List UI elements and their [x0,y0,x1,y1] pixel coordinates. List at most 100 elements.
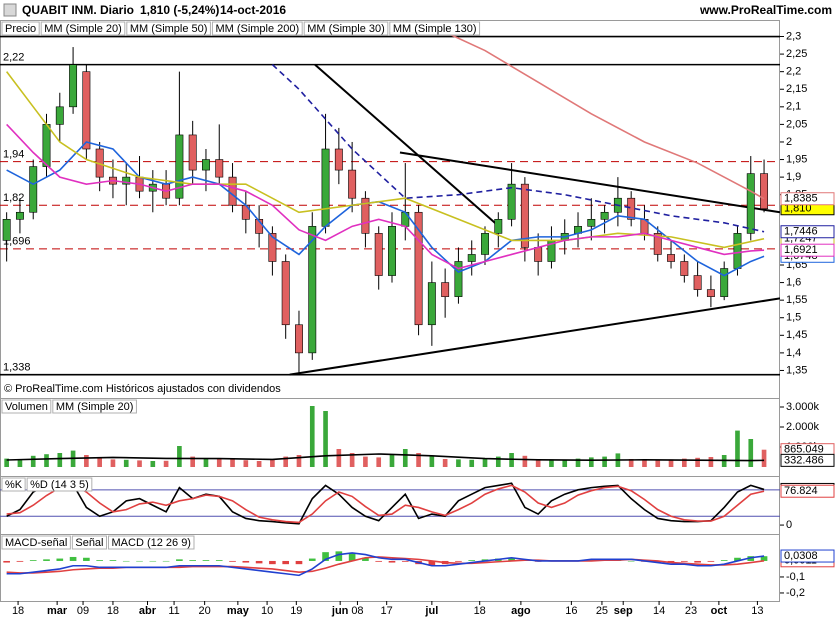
volume-bar [349,453,355,467]
legend-label: %D (14 3 5) [30,479,89,491]
volume-bar [456,459,461,467]
volume-bar [4,458,9,467]
x-tick-label: 14 [653,605,665,617]
volume-bar [575,458,581,467]
candle-body [667,254,675,262]
volume-bar [137,460,142,467]
legend-label: MACD (12 26 9) [112,537,191,549]
x-tick-label: jul [424,605,438,617]
volume-bar [203,459,209,467]
x-tick-label: 18 [474,605,486,617]
volume-bar [495,456,501,467]
value-tag: 332.486 [784,454,824,466]
histogram-bar [269,560,276,565]
x-tick-label: 11 [168,605,179,617]
volume-bar [84,455,89,467]
y-tick-label: 0 [786,519,792,531]
site: www.ProRealTime.com [699,3,832,17]
x-tick-label: jun [331,605,349,617]
legend-label: Volumen [5,401,48,413]
histogram-bar [3,560,10,563]
x-tick-label: 17 [381,605,393,617]
legend-label: MM (Simple 20) [56,401,134,413]
y-tick-label: 1,6 [786,276,801,288]
volume-bar [748,439,754,467]
candle-body [507,183,516,220]
x-tick-label: 09 [77,605,89,617]
volume-bar [17,459,23,467]
candle-body [188,134,197,171]
volume-bar [668,459,674,467]
candle-body [361,197,370,234]
volume-bar [628,459,634,467]
volume-bar [642,459,647,467]
histogram-bar [694,560,701,563]
legend-box [126,21,211,36]
candle-body [494,219,503,234]
legend-label: %K [5,479,23,491]
volume-bar [535,459,541,467]
x-tick-label: 10 [261,605,273,617]
legend-box [389,21,481,36]
histogram-bar [56,558,64,561]
volume-bar [695,457,700,467]
candle-body [627,197,636,220]
volume-bar [708,457,714,467]
legend-label: MM (Simple 30) [307,23,385,35]
histogram-bar [388,560,396,563]
value-tag-box [780,243,835,257]
series-line [6,123,765,270]
volume-bar [482,458,488,467]
volume-bar [549,459,554,467]
x-tick-label: 08 [351,605,363,617]
candle-body [334,148,343,171]
candle-body [202,159,210,171]
y-tick-label: 2 [786,136,792,148]
y-tick-label: 1,4 [786,347,801,359]
trend-line [399,151,780,214]
volume-bar [336,449,342,467]
volume-bar [309,406,315,467]
histogram-bar [16,560,24,562]
histogram-bar [295,560,303,565]
volume-bar [57,453,63,467]
histogram-bar [375,560,383,562]
y-tick-label: 2,05 [786,118,807,130]
volume-bar [761,449,767,467]
legend-label: Señal [75,537,103,549]
candle-body [228,176,237,206]
candle-body [454,261,463,297]
candle-body [733,233,742,269]
histogram-bar [468,560,476,561]
series-line [6,141,765,277]
histogram-bar [83,557,90,561]
candle-body [680,261,689,276]
y-tick-label: 2,25 [786,48,807,60]
level-label: 1,82 [3,192,24,204]
candle-body [746,173,755,234]
volume-bar [602,456,607,467]
histogram-bar [136,560,143,562]
y-tick-label: -0,1 [786,571,805,583]
legend-box [1,477,26,492]
volume-bar [562,459,568,467]
x-tick-label: 16 [565,605,577,617]
legend-box [1,21,40,36]
histogram-bar [322,552,329,561]
candle-body [427,282,436,326]
histogram-bar [96,560,103,561]
candle-body [720,268,729,297]
volume-bar [216,458,222,467]
volume-bar [389,454,395,467]
histogram-bar [401,560,409,562]
value-tag-box [780,453,835,467]
candle-body [467,254,476,262]
volume-bar [363,456,368,467]
candle-body [520,183,529,248]
footnote: © ProRealTime.com Históricos ajustados c… [4,383,281,395]
candle-body [587,219,596,227]
legend-box [71,535,107,550]
volume-bar [230,459,235,467]
volume-bar [163,460,169,467]
